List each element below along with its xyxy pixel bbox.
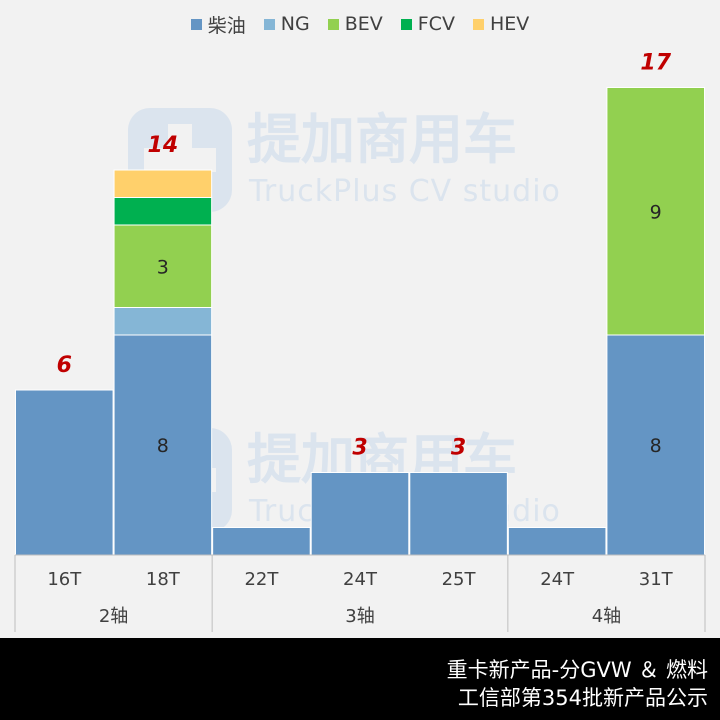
bar-segment-ng (113, 307, 213, 336)
x-tick-label: 24T (343, 569, 378, 590)
legend-swatch-ng (263, 18, 275, 30)
total-label: 14 (148, 133, 179, 158)
data-label-diesel: 8 (650, 435, 662, 457)
total-label: 3 (352, 436, 367, 461)
x-tick-label: 18T (146, 569, 181, 590)
watermark-text-en: TruckPlus CV studio (248, 174, 561, 209)
x-group-label: 4轴 (592, 606, 621, 627)
bar-segment-bev (113, 224, 213, 308)
bar-segment-diesel (606, 334, 706, 556)
legend-label-bev: BEV (344, 13, 383, 35)
x-axis: 16T 18T 22T 24T 25T 24T 31T 2轴 3轴 4轴 (14, 554, 706, 632)
watermark-text-cn: 提加商用车 (247, 108, 517, 171)
labels-layer: 8 3 8 9 6 14 3 3 17 (57, 51, 672, 461)
bar-segment-hev (113, 169, 213, 198)
x-tick-label: 16T (47, 569, 82, 590)
bar-segment-diesel (310, 472, 410, 556)
data-label-diesel: 8 (157, 435, 169, 457)
legend-label-fcv: FCV (417, 13, 455, 35)
bar-segment-diesel (15, 389, 114, 556)
bar-segment-bev (606, 87, 706, 336)
total-label: 3 (451, 436, 466, 461)
legend-label-hev: HEV (489, 13, 530, 35)
legend-swatch-hev (472, 18, 484, 30)
x-tick-label: 31T (639, 569, 674, 590)
bar-segment-diesel (507, 527, 607, 556)
bar-segment-diesel (212, 527, 311, 556)
watermark-logo-cross-h (144, 148, 216, 172)
bar-segment-diesel (409, 472, 508, 556)
footer-banner: 重卡新产品-分GVW ＆ 燃料 工信部第354批新产品公示 (0, 638, 720, 720)
footer-title: 重卡新产品-分GVW ＆ 燃料 (446, 658, 708, 682)
legend-item-bev: BEV (327, 13, 383, 35)
chart-legend: 柴油 NG BEV FCV HEV (0, 10, 720, 38)
bars-layer (15, 87, 706, 556)
legend-label-ng: NG (280, 13, 310, 35)
legend-item-fcv: FCV (400, 13, 455, 35)
legend-label-diesel: 柴油 (207, 14, 246, 37)
bar-segment-fcv (113, 197, 213, 226)
x-tick-label: 22T (244, 569, 279, 590)
footer-subtitle: 工信部第354批新产品公示 (457, 686, 708, 710)
total-label: 17 (640, 51, 671, 76)
data-label-bev: 9 (650, 201, 662, 223)
bar-segment-diesel (113, 334, 213, 556)
data-label-bev: 3 (157, 256, 169, 278)
total-label: 6 (57, 353, 72, 378)
x-group-label: 2轴 (99, 606, 128, 627)
legend-swatch-bev (327, 18, 339, 30)
x-tick-label: 24T (540, 569, 575, 590)
legend-item-hev: HEV (472, 13, 530, 35)
legend-swatch-fcv (400, 18, 412, 30)
x-tick-label: 25T (442, 569, 477, 590)
legend-item-ng: NG (263, 13, 310, 35)
legend-item-diesel: 柴油 (190, 11, 246, 38)
legend-swatch-diesel (190, 18, 202, 30)
x-group-label: 3轴 (345, 606, 374, 627)
